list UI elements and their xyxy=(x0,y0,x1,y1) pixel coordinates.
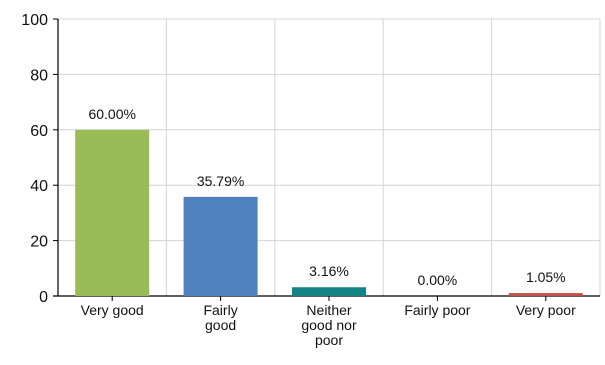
bars xyxy=(75,129,583,296)
data-label: 60.00% xyxy=(88,106,135,122)
x-tick-label: Very good xyxy=(81,302,144,318)
x-tick-label: Fairly good xyxy=(203,302,237,333)
y-tick-label: 40 xyxy=(30,178,48,195)
data-label: 1.05% xyxy=(526,269,566,285)
x-tick-label-line: poor xyxy=(315,332,343,348)
y-tick-label: 60 xyxy=(30,123,48,140)
data-label: 3.16% xyxy=(309,263,349,279)
x-tick-label-line: Very poor xyxy=(516,302,576,318)
data-label: 0.00% xyxy=(418,272,458,288)
y-tick-label: 80 xyxy=(30,67,48,84)
data-labels: 60.00% 35.79% 3.16% 0.00% 1.05% xyxy=(88,106,565,288)
x-tick-label: Fairly poor xyxy=(404,302,470,318)
bar xyxy=(508,293,583,296)
bar xyxy=(75,129,150,296)
x-tick-label-line: Fairly xyxy=(203,302,237,318)
x-tick-label: Very poor xyxy=(516,302,576,318)
y-tick-label: 0 xyxy=(39,289,48,306)
x-tick-label-line: good xyxy=(205,317,236,333)
x-tick-label: Neither good nor poor xyxy=(301,302,357,348)
x-tick-label-line: Fairly poor xyxy=(404,302,470,318)
x-tick-label-line: good nor xyxy=(301,317,357,333)
x-tick-label-line: Very good xyxy=(81,302,144,318)
y-tick-label: 100 xyxy=(21,12,48,29)
y-tick-label: 20 xyxy=(30,234,48,251)
bar xyxy=(183,196,258,296)
x-tick-label-line: Neither xyxy=(306,302,351,318)
bar xyxy=(292,287,366,296)
data-label: 35.79% xyxy=(197,173,244,189)
